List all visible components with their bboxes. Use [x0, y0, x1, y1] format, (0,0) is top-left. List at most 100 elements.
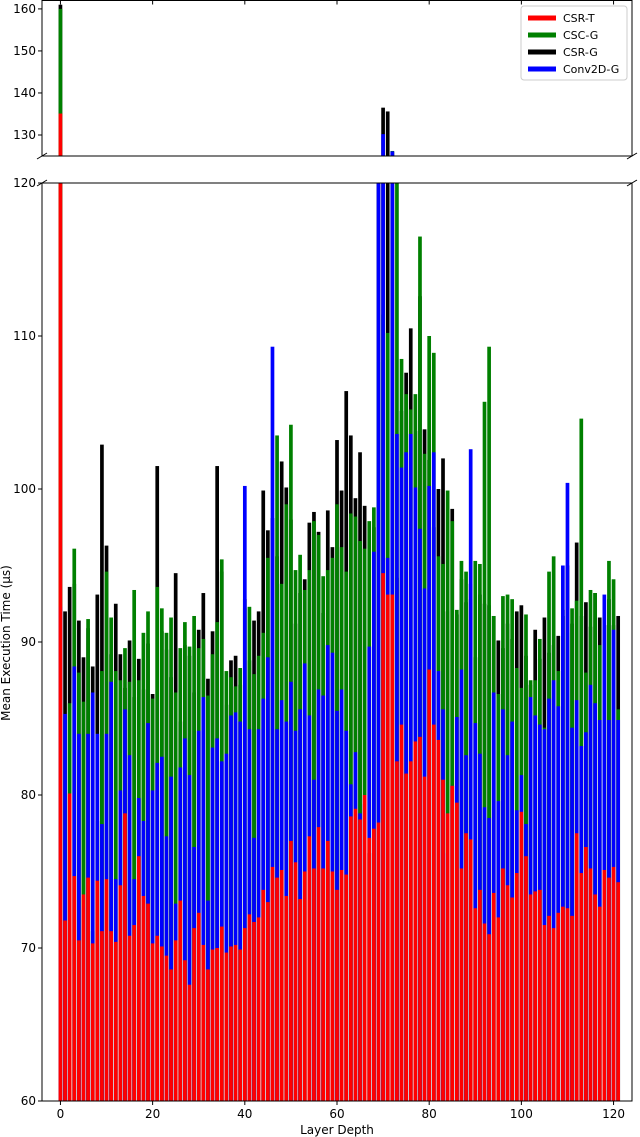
bar — [302, 871, 307, 1101]
bar — [173, 692, 178, 1101]
bar — [607, 877, 611, 1101]
x-axis: 0 20 40 60 80 100 120 — [57, 0, 625, 1121]
bar — [104, 879, 109, 1101]
bar — [127, 935, 132, 1101]
bar — [547, 698, 551, 1101]
bar — [155, 935, 160, 1101]
bar — [353, 808, 358, 1101]
bar — [132, 589, 137, 1101]
bar — [224, 753, 229, 1101]
bar-upper — [381, 134, 385, 156]
bar — [127, 755, 132, 1101]
y-tick-label: 90 — [21, 635, 36, 649]
bar — [242, 485, 247, 1101]
bar — [215, 948, 219, 1101]
bar — [528, 894, 533, 1101]
bar — [487, 934, 491, 1101]
bar-upper — [390, 151, 395, 156]
bar — [229, 715, 233, 1101]
bar — [284, 895, 289, 1101]
bar — [556, 912, 561, 1101]
bar — [63, 713, 67, 1101]
bar — [90, 943, 95, 1101]
bar — [169, 969, 173, 1101]
bar — [468, 449, 473, 1102]
bar — [570, 915, 574, 1101]
legend-swatch — [528, 32, 556, 38]
bar — [298, 899, 302, 1101]
legend-swatch — [528, 49, 556, 55]
bar — [385, 594, 390, 1101]
bar — [542, 925, 547, 1101]
bar — [206, 969, 210, 1101]
bar — [561, 906, 565, 1101]
bar — [72, 876, 77, 1101]
y-tick-label: 110 — [13, 329, 36, 343]
bar — [160, 756, 164, 1101]
bar — [482, 401, 487, 1101]
bar — [551, 680, 556, 1101]
bar — [510, 897, 514, 1101]
bar-upper — [385, 111, 390, 156]
bar — [381, 573, 385, 1101]
bar — [316, 827, 321, 1101]
bar — [155, 762, 160, 1101]
bar — [275, 877, 279, 1101]
bar — [533, 891, 538, 1101]
bar — [473, 908, 478, 1101]
bar — [136, 856, 141, 1101]
bar — [597, 906, 602, 1101]
bar — [468, 839, 473, 1101]
bar — [146, 903, 150, 1101]
bar-upper — [58, 113, 63, 156]
bar — [224, 952, 229, 1101]
bar — [348, 816, 353, 1101]
bar — [362, 795, 367, 1101]
bar — [491, 892, 496, 1101]
bar — [173, 940, 178, 1101]
bar — [602, 594, 607, 1101]
bar — [496, 917, 501, 1101]
x-tick-label: 20 — [145, 1107, 160, 1121]
legend-label: Conv2D-G — [563, 63, 619, 76]
bar — [261, 889, 266, 1101]
bar — [376, 183, 381, 1101]
bar — [192, 928, 196, 1101]
bar — [570, 727, 574, 1101]
bar — [325, 840, 330, 1101]
bar — [514, 873, 519, 1101]
bar — [565, 482, 570, 1101]
bar — [169, 776, 173, 1101]
bar — [238, 721, 243, 1101]
bar — [123, 813, 127, 1101]
x-tick-label: 100 — [510, 1107, 533, 1121]
bar — [574, 833, 579, 1101]
bar — [289, 840, 293, 1101]
bar — [215, 738, 219, 1101]
bar — [445, 813, 450, 1101]
bar — [579, 873, 584, 1101]
bar — [588, 868, 593, 1101]
bar — [252, 921, 256, 1101]
bar — [256, 917, 261, 1101]
bar — [445, 490, 450, 1101]
bar — [395, 761, 399, 1101]
bar — [431, 724, 436, 1101]
y-axis-label: Mean Execution Time (µs) — [0, 565, 13, 721]
bar — [593, 894, 597, 1101]
bar — [584, 847, 588, 1101]
bar — [233, 944, 238, 1101]
bar — [312, 868, 316, 1101]
x-tick-label: 40 — [237, 1107, 252, 1121]
bar — [404, 773, 408, 1101]
bar — [464, 833, 468, 1101]
bar — [542, 729, 547, 1101]
y-tick-label: 150 — [13, 44, 36, 58]
bar — [293, 862, 298, 1101]
bar — [210, 949, 215, 1101]
bar — [164, 955, 169, 1101]
bar — [376, 822, 381, 1101]
bar — [238, 949, 243, 1101]
x-tick-label: 120 — [602, 1107, 625, 1121]
